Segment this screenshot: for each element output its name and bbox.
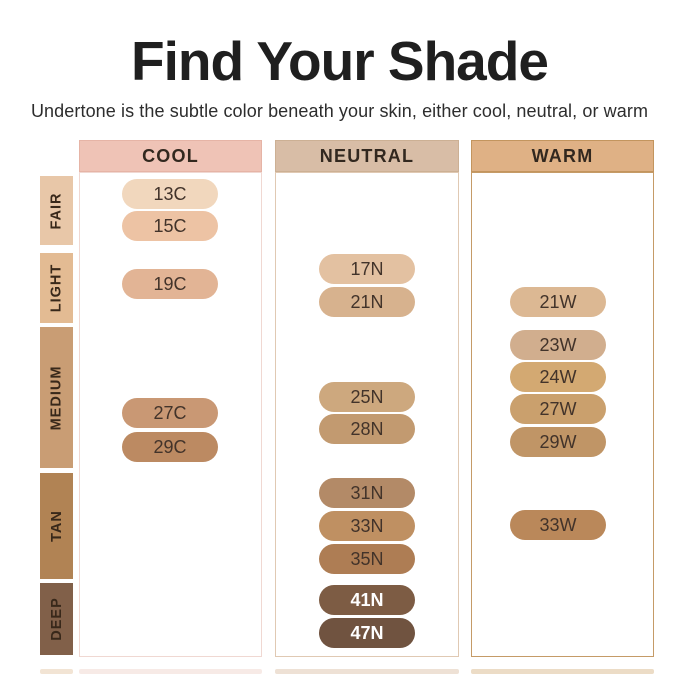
shade-pill-33n: 33N <box>319 511 415 541</box>
shade-pill-15c: 15C <box>122 211 218 241</box>
row-label-deep: DEEP <box>40 583 73 655</box>
shade-pill-29w: 29W <box>510 427 606 457</box>
shade-pill-27w: 27W <box>510 394 606 424</box>
column-header-warm: WARM <box>471 140 654 172</box>
row-label-text: DEEP <box>48 597 65 641</box>
shade-pill-28n: 28N <box>319 414 415 444</box>
row-label-medium: MEDIUM <box>40 327 73 468</box>
row-label-text: FAIR <box>48 191 65 230</box>
column-header-cool: COOL <box>79 140 262 172</box>
cutoff-label-col-stub <box>40 669 73 674</box>
shade-pill-47n: 47N <box>319 618 415 648</box>
cutoff-warm-stub <box>471 669 654 674</box>
row-label-light: LIGHT <box>40 253 73 323</box>
shade-pill-25n: 25N <box>319 382 415 412</box>
column-header-neutral: NEUTRAL <box>275 140 459 172</box>
shade-pill-21n: 21N <box>319 287 415 317</box>
row-label-text: MEDIUM <box>48 365 65 430</box>
cutoff-neutral-stub <box>275 669 459 674</box>
shade-pill-19c: 19C <box>122 269 218 299</box>
page-subtitle: Undertone is the subtle color beneath yo… <box>30 101 649 121</box>
row-label-text: LIGHT <box>48 263 65 313</box>
cutoff-cool-stub <box>79 669 262 674</box>
row-label-tan: TAN <box>40 473 73 579</box>
shade-pill-21w: 21W <box>510 287 606 317</box>
shade-pill-35n: 35N <box>319 544 415 574</box>
row-label-fair: FAIR <box>40 176 73 245</box>
shade-pill-23w: 23W <box>510 330 606 360</box>
column-box-cool <box>79 172 262 657</box>
shade-pill-13c: 13C <box>122 179 218 209</box>
row-label-text: TAN <box>48 510 65 542</box>
shade-pill-27c: 27C <box>122 398 218 428</box>
shade-pill-17n: 17N <box>319 254 415 284</box>
shade-pill-31n: 31N <box>319 478 415 508</box>
page-title: Find Your Shade <box>131 30 549 92</box>
shade-pill-33w: 33W <box>510 510 606 540</box>
shade-pill-41n: 41N <box>319 585 415 615</box>
shade-pill-24w: 24W <box>510 362 606 392</box>
shade-pill-29c: 29C <box>122 432 218 462</box>
